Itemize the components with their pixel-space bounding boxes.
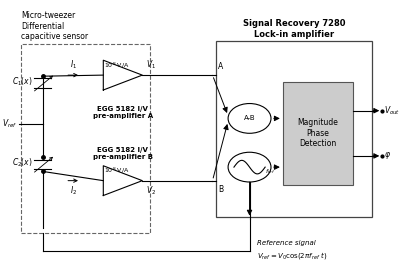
Text: Magnitude
Phase
Detection: Magnitude Phase Detection: [297, 118, 338, 148]
Text: B: B: [218, 185, 223, 194]
Text: Reference signal: Reference signal: [257, 240, 316, 246]
Bar: [21, 44, 150, 233]
Text: $\varphi$: $\varphi$: [384, 150, 391, 161]
Text: A-B: A-B: [244, 115, 255, 121]
Text: $C_2(x)$: $C_2(x)$: [12, 157, 32, 169]
Text: $V_1$: $V_1$: [146, 58, 156, 71]
Text: $V_{out}$: $V_{out}$: [384, 104, 400, 117]
Text: EGG 5182 I/V
pre-amplifier A: EGG 5182 I/V pre-amplifier A: [93, 106, 153, 119]
Text: Micro-tweezer
Differential
capacitive sensor: Micro-tweezer Differential capacitive se…: [21, 11, 88, 41]
Text: $I_2$: $I_2$: [69, 185, 77, 197]
Text: $V_{ref} = V_0\cos(2\pi f_{ref}\ t)$: $V_{ref} = V_0\cos(2\pi f_{ref}\ t)$: [257, 250, 328, 261]
Text: EGG 5182 I/V
pre-amplifier B: EGG 5182 I/V pre-amplifier B: [93, 147, 153, 160]
Bar: [217, 41, 372, 217]
Bar: [283, 82, 353, 185]
Text: $10^8$ V/A: $10^8$ V/A: [104, 166, 130, 175]
Text: $V_2$: $V_2$: [146, 185, 156, 197]
Text: $10^8$ V/A: $10^8$ V/A: [104, 60, 130, 70]
Text: A: A: [218, 62, 223, 71]
Text: $f_{ref}$: $f_{ref}$: [265, 167, 276, 176]
Text: Signal Recovery 7280
Lock-in amplifier: Signal Recovery 7280 Lock-in amplifier: [243, 19, 346, 39]
Text: $C_1(x)$: $C_1(x)$: [12, 76, 32, 88]
Text: $V_{ref}$: $V_{ref}$: [2, 118, 17, 130]
Text: $I_1$: $I_1$: [69, 58, 77, 71]
